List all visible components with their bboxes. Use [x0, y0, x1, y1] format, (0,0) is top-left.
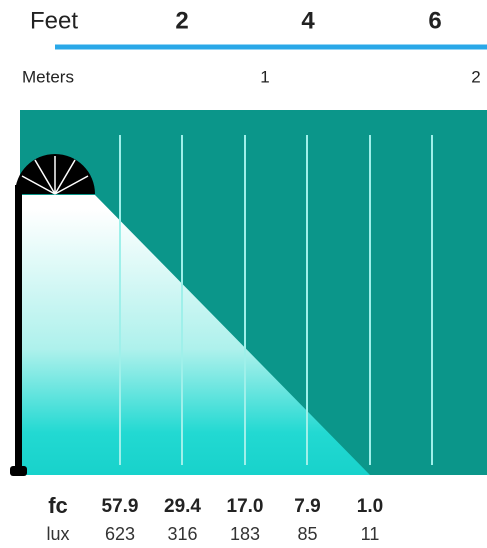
- meters-tick: 2: [471, 67, 480, 86]
- lux-value: 623: [105, 524, 135, 544]
- feet-tick: 6: [428, 7, 441, 34]
- lux-value: 11: [361, 524, 380, 544]
- fc-value: 7.9: [294, 496, 320, 517]
- fc-value: 17.0: [227, 496, 264, 517]
- lux-value: 85: [297, 524, 317, 544]
- lux-label: lux: [46, 524, 69, 544]
- meters-tick: 1: [260, 67, 269, 86]
- feet-tick: 2: [175, 7, 188, 34]
- light-beam: [20, 195, 370, 475]
- feet-tick: 4: [301, 7, 315, 34]
- lux-value: 183: [230, 524, 260, 544]
- feet-label: Feet: [30, 7, 78, 34]
- readings: 57.9 29.4 17.0 7.9 1.0 623 316 183 85 11: [102, 496, 384, 544]
- fc-value: 29.4: [164, 496, 201, 517]
- floor-stripes: [119, 135, 433, 465]
- lux-value: 316: [167, 524, 197, 544]
- fc-value: 1.0: [357, 496, 383, 517]
- meters-label: Meters: [22, 67, 74, 86]
- fc-value: 57.9: [102, 496, 139, 517]
- fc-label: fc: [48, 493, 68, 518]
- lamp: [10, 154, 95, 476]
